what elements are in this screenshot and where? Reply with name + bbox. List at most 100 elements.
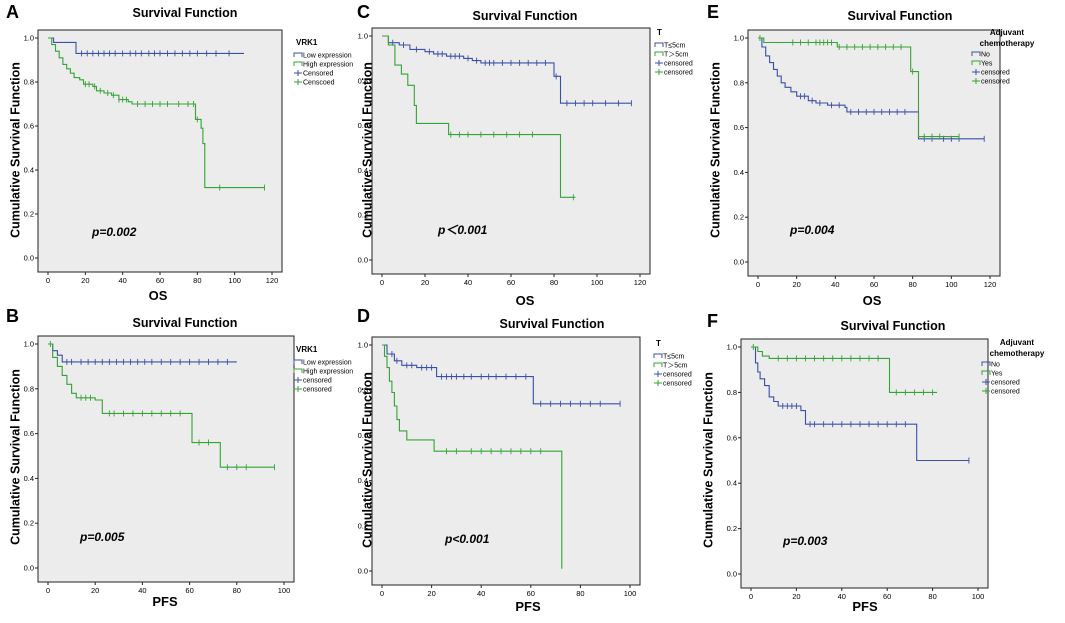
y-tick-label: 0.4 (727, 479, 737, 488)
x-tick-label: 0 (380, 278, 384, 287)
legend-title: Adjuvant (1000, 338, 1035, 347)
y-tick-label: 0.8 (727, 388, 737, 397)
legend-swatch (971, 51, 981, 56)
series-line-1 (382, 344, 621, 405)
y-axis-label: Cumulative Survival Function (8, 62, 22, 238)
y-tick-label: 0.6 (24, 122, 34, 131)
chart-title: Survival Function (473, 9, 578, 23)
y-axis-label: Cumulative Survival Function (8, 369, 22, 545)
y-tick-label: 0.4 (734, 168, 744, 177)
legend-item: censored (981, 79, 1010, 86)
legend-item: T＞5cm (664, 52, 689, 59)
series-line-1 (382, 35, 632, 104)
y-tick-label: 0.0 (24, 254, 34, 263)
x-tick-label: 20 (792, 592, 800, 601)
legend-swatch (981, 361, 991, 366)
y-axis-label: Cumulative Survival Function (701, 372, 715, 548)
x-tick-label: 40 (838, 592, 846, 601)
series-line-2 (382, 35, 576, 198)
x-tick-label: 0 (46, 586, 50, 595)
panel-f: F Survival Function 0.0 0.2 0.4 0.6 0.8 1.0 0 20 4… (701, 311, 1045, 614)
panel-e: E Survival Function 0.0 0.2 0.4 0.6 0.8 1.0 0 20 4… (707, 2, 1035, 308)
y-tick-label: 1.0 (727, 343, 737, 352)
y-tick-label: 0.2 (727, 524, 737, 533)
series-line-2 (751, 346, 938, 393)
x-tick-label: 40 (831, 280, 839, 289)
x-axis-label: OS (516, 293, 535, 308)
x-tick-label: 100 (945, 280, 958, 289)
legend-item: T≤5cm (663, 354, 685, 361)
chart-title: Survival Function (133, 316, 238, 330)
y-tick-label: 0.0 (734, 258, 744, 267)
legend-swatch (293, 368, 303, 373)
y-tick-label: 0.6 (24, 429, 34, 438)
plot-area (740, 338, 989, 589)
p-value: p=0.003 (782, 534, 828, 548)
x-tick-label: 120 (984, 280, 997, 289)
p-value: p=0.005 (79, 530, 125, 544)
x-tick-label: 0 (749, 592, 753, 601)
y-tick-label: 0.6 (358, 431, 368, 440)
legend-swatch (293, 359, 303, 364)
y-tick-label: 1.0 (734, 34, 744, 43)
legend-item: High expression (303, 369, 353, 376)
x-tick-label: 80 (908, 280, 916, 289)
legend-item: High expression (303, 62, 353, 69)
series-line-2 (758, 37, 960, 138)
panel-d: D Survival Function 0.0 0.2 0.4 0.6 0.8 1.0 0 20 4… (357, 306, 692, 614)
y-tick-label: 0.8 (358, 76, 368, 85)
plot-area (747, 29, 1001, 277)
y-tick-label: 0.0 (24, 564, 34, 573)
legend-item: Low expression (303, 360, 352, 367)
legend-title: VRK1 (296, 345, 318, 354)
y-tick-label: 0.4 (358, 166, 368, 175)
y-tick-label: 0.2 (358, 211, 368, 220)
x-tick-label: 80 (233, 586, 241, 595)
legend-item: Censcoed (303, 80, 335, 87)
y-tick-label: 1.0 (24, 34, 34, 43)
legend-item: censored (991, 389, 1020, 396)
panel-letter: D (357, 306, 370, 326)
y-tick-label: 1.0 (24, 340, 34, 349)
panel-letter: F (707, 311, 718, 331)
x-tick-label: 60 (507, 278, 515, 287)
y-tick-label: 0.2 (24, 210, 34, 219)
x-tick-label: 120 (634, 278, 647, 287)
panel-letter: C (357, 2, 370, 22)
x-tick-label: 40 (477, 589, 485, 598)
legend-title: chemotherapy (990, 349, 1045, 358)
y-axis-label: Cumulative Survival Function (360, 372, 374, 548)
legend-swatch (981, 370, 991, 375)
y-tick-label: 0.8 (24, 384, 34, 393)
y-tick-label: 1.0 (358, 32, 368, 41)
y-tick-label: 0.4 (358, 476, 368, 485)
x-tick-label: 20 (792, 280, 800, 289)
plot-area (37, 29, 283, 273)
y-tick-label: 0.6 (727, 433, 737, 442)
legend-swatch (293, 52, 303, 57)
y-tick-label: 0.8 (24, 78, 34, 87)
x-tick-label: 0 (380, 589, 384, 598)
legend-item: Yes (981, 61, 993, 68)
x-tick-label: 80 (193, 276, 201, 285)
legend-swatch (654, 51, 664, 56)
y-axis-label: Cumulative Survival Function (360, 62, 374, 238)
panel-letter: A (6, 2, 19, 22)
y-tick-label: 0.8 (358, 386, 368, 395)
x-tick-label: 100 (228, 276, 241, 285)
x-tick-label: 20 (427, 589, 435, 598)
x-tick-label: 60 (883, 592, 891, 601)
x-tick-label: 40 (464, 278, 472, 287)
chart-title: Survival Function (848, 9, 953, 23)
x-tick-label: 80 (928, 592, 936, 601)
plot-area (37, 335, 295, 583)
x-tick-label: 80 (576, 589, 584, 598)
x-tick-label: 100 (972, 592, 985, 601)
series-line-1 (758, 37, 985, 140)
y-tick-label: 1.0 (358, 341, 368, 350)
chart-title: Survival Function (133, 6, 238, 20)
x-tick-label: 60 (156, 276, 164, 285)
panel-a: A Survival Function 0.0 0.2 0.4 0.6 0.8 1.0 0 20 4… (6, 2, 353, 303)
x-tick-label: 60 (870, 280, 878, 289)
